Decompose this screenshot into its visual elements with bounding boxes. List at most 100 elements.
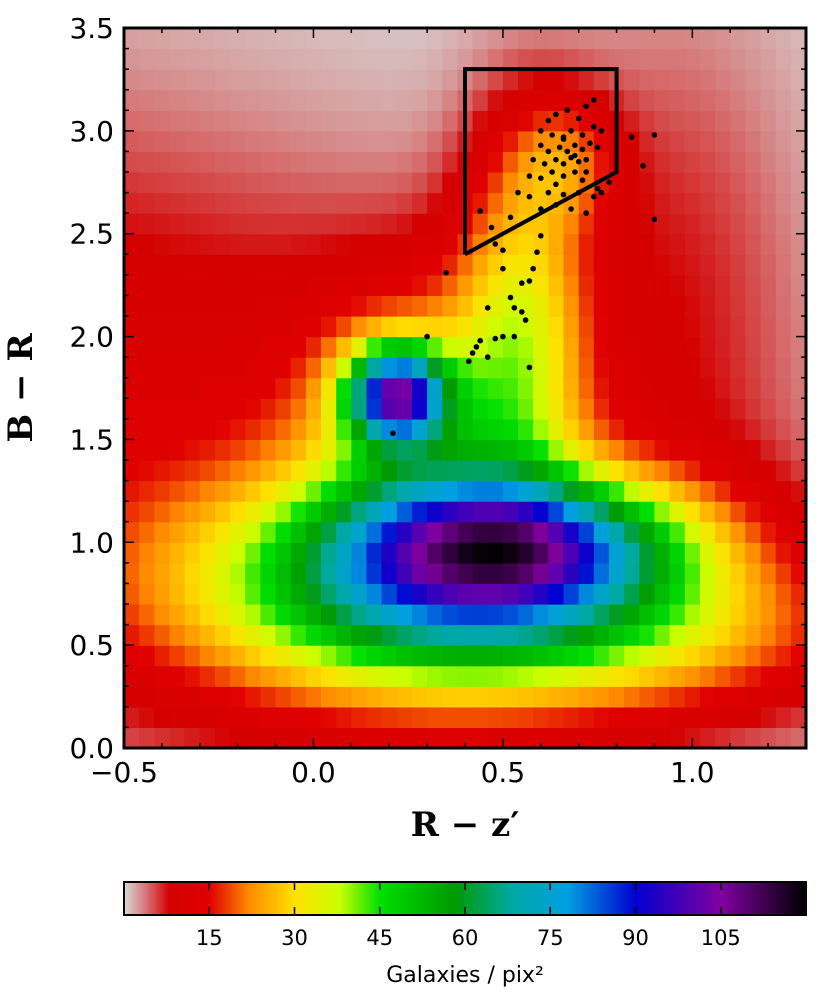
heatmap-cell <box>199 357 216 379</box>
heatmap-cell <box>199 542 216 564</box>
heatmap-cell <box>775 233 792 255</box>
heatmap-cell <box>730 501 746 523</box>
heatmap-cell <box>336 89 352 111</box>
heatmap-cell <box>730 316 746 338</box>
heatmap-cell <box>715 254 731 276</box>
heatmap-cell <box>396 501 413 523</box>
heatmap-cell <box>472 521 489 543</box>
heatmap-cell <box>154 460 171 482</box>
heatmap-cell <box>139 89 155 111</box>
heatmap-cell <box>639 418 656 441</box>
heatmap-cell <box>518 398 534 420</box>
heatmap-cell <box>548 398 565 420</box>
heatmap-cell <box>472 172 489 194</box>
heatmap-cell <box>790 172 807 194</box>
heatmap-cell <box>518 645 534 667</box>
heatmap-cell <box>533 89 549 111</box>
heatmap-cell <box>654 398 671 420</box>
heatmap-cell <box>124 213 140 235</box>
heatmap-cell <box>730 665 746 687</box>
heatmap-cell <box>669 213 686 235</box>
heatmap-cell <box>214 336 231 358</box>
heatmap-cell <box>487 274 504 297</box>
heatmap-cell <box>169 69 186 91</box>
heatmap-cell <box>654 604 671 626</box>
heatmap-cell <box>745 295 762 317</box>
heatmap-cell <box>169 295 186 317</box>
heatmap-cell <box>518 665 534 687</box>
heatmap-cell <box>715 69 731 91</box>
heatmap-cell <box>351 233 368 255</box>
heatmap-cell <box>730 274 746 297</box>
heatmap-cell <box>245 274 261 297</box>
heatmap-cell <box>669 727 686 749</box>
heatmap-cell <box>730 295 746 317</box>
scatter-point <box>579 146 586 153</box>
heatmap-cell <box>502 295 519 317</box>
heatmap-cell <box>154 213 171 235</box>
heatmap-cell <box>321 501 337 523</box>
heatmap-cell <box>790 480 807 502</box>
heatmap-cell <box>124 254 140 276</box>
heatmap-cell <box>169 562 186 585</box>
heatmap-cell <box>305 295 322 317</box>
heatmap-cell <box>427 686 443 708</box>
scatter-point <box>511 333 518 340</box>
heatmap-cell <box>230 521 246 543</box>
heatmap-cell <box>366 28 383 50</box>
heatmap-cell <box>608 542 625 564</box>
heatmap-cell <box>169 686 186 708</box>
heatmap-cell <box>336 316 352 338</box>
heatmap-cell <box>427 480 443 502</box>
heatmap-cell <box>639 357 656 379</box>
heatmap-cell <box>427 727 443 749</box>
heatmap-cell <box>684 254 701 276</box>
heatmap-cell <box>381 604 398 626</box>
heatmap-cell <box>639 501 656 523</box>
scatter-point <box>572 142 578 149</box>
heatmap-cell <box>199 727 216 749</box>
heatmap-cell <box>624 460 640 482</box>
heatmap-cell <box>639 706 656 729</box>
heatmap-cell <box>351 357 368 379</box>
scatter-point <box>424 333 430 340</box>
heatmap-cell <box>760 336 777 358</box>
heatmap-cell <box>624 213 640 235</box>
heatmap-cell <box>669 69 686 91</box>
heatmap-cell <box>154 28 171 50</box>
heatmap-cell <box>321 151 337 173</box>
heatmap-cell <box>169 151 186 173</box>
heatmap-cell <box>321 336 337 358</box>
heatmap-cell <box>245 645 261 667</box>
heatmap-cell <box>487 542 504 564</box>
heatmap-cell <box>275 233 292 255</box>
heatmap-cell <box>790 583 807 605</box>
heatmap-cell <box>548 460 565 482</box>
scatter-point <box>575 115 582 122</box>
heatmap-cell <box>518 418 534 441</box>
heatmap-cell <box>745 130 762 153</box>
heatmap-cell <box>775 706 792 729</box>
scatter-point <box>651 216 658 223</box>
heatmap-cell <box>457 398 474 420</box>
heatmap-cell <box>760 583 777 605</box>
heatmap-cell <box>457 686 474 708</box>
heatmap-cell <box>230 213 246 235</box>
heatmap-cell <box>230 665 246 687</box>
heatmap-cell <box>578 418 595 441</box>
heatmap-cell <box>336 192 352 214</box>
heatmap-cell <box>533 562 549 585</box>
heatmap-cell <box>639 480 656 502</box>
heatmap-cell <box>184 254 201 276</box>
heatmap-cell <box>745 645 762 667</box>
heatmap-cell <box>593 542 610 564</box>
heatmap-cell <box>260 377 277 399</box>
heatmap-cell <box>260 501 277 523</box>
heatmap-cell <box>669 706 686 729</box>
heatmap-cell <box>169 439 186 461</box>
heatmap-cell <box>578 706 595 729</box>
heatmap-cell <box>760 480 777 502</box>
heatmap-cell <box>427 151 443 173</box>
heatmap-cell <box>427 562 443 585</box>
heatmap-cell <box>411 542 428 564</box>
